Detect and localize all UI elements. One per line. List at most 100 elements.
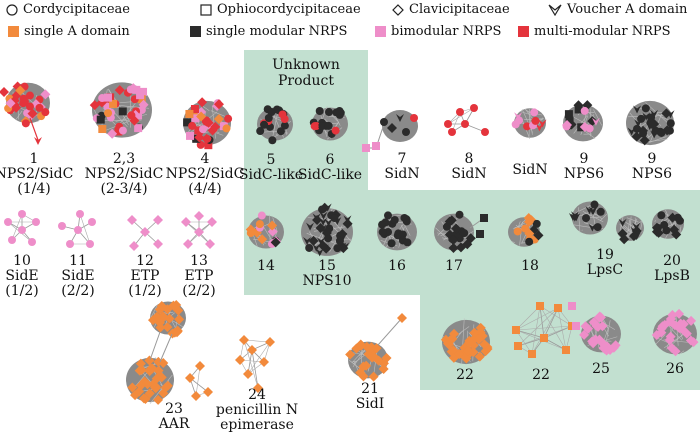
node-arrowhead [306, 222, 315, 231]
caption-c5: 5 SidC-like [239, 153, 303, 183]
cluster-name: NPS6 [563, 166, 605, 182]
node-arrowhead [618, 218, 627, 227]
node-arrowhead [319, 211, 328, 220]
cluster-sub: (1/2) [5, 283, 39, 299]
node-circle [25, 102, 34, 111]
node-square [132, 85, 141, 94]
node-diamond [671, 229, 682, 240]
cluster-edge [600, 213, 608, 222]
node-circle [378, 220, 387, 229]
node-diamond [473, 334, 484, 345]
node-diamond [451, 223, 462, 234]
node-diamond [449, 328, 460, 339]
node-diamond [138, 393, 149, 404]
node-diamond [168, 300, 179, 311]
node-diamond [368, 371, 379, 382]
node-diamond [579, 329, 590, 340]
node-circle [637, 114, 646, 123]
node-arrowhead [34, 137, 42, 145]
caption-sidn: SidN [512, 163, 547, 178]
node-diamond [463, 345, 474, 356]
node-circle [333, 244, 342, 253]
cluster-name: LpsC [586, 262, 624, 278]
legend-item-voucher-a-domain: Voucher A domain [548, 2, 687, 17]
node-circle [532, 219, 541, 228]
cluster-sub: (1/4) [17, 181, 51, 197]
node-diamond [594, 312, 605, 323]
node-square [514, 342, 522, 350]
diamond-outline-icon [392, 3, 404, 16]
color-swatch [518, 26, 529, 37]
node-arrowhead [396, 114, 404, 122]
node-diamond [11, 102, 22, 113]
node-square [568, 302, 576, 310]
node-diamond [628, 231, 639, 242]
node-circle [324, 234, 333, 243]
cluster-name: NPS10 [302, 273, 352, 289]
caption-c22a: 22 [456, 368, 474, 383]
cluster-name: SidN [384, 166, 420, 182]
cluster-sub: (2/2) [61, 283, 95, 299]
node-diamond [194, 211, 204, 221]
node-diamond [685, 335, 696, 346]
node-diamond [598, 339, 609, 350]
legend-item-clavicipitaceae: Clavicipitaceae [392, 2, 510, 17]
caption-c17: 17 [445, 259, 463, 274]
node-diamond [15, 85, 26, 96]
cluster-number: 2,3 [112, 151, 136, 167]
node-diamond [213, 99, 224, 110]
cluster-edge [581, 229, 583, 231]
legend-label: Ophiocordycipitaceae [217, 2, 361, 17]
node-diamond [363, 349, 374, 360]
node-diamond [140, 227, 150, 237]
node-circle [324, 108, 333, 117]
node-square [362, 144, 370, 152]
node-diamond [267, 220, 278, 231]
node-diamond [5, 98, 16, 109]
edge [159, 333, 173, 363]
node-circle [525, 237, 534, 246]
caption-c19: 19 LpsC [587, 248, 623, 278]
node-diamond [253, 383, 263, 393]
node-circle [596, 207, 605, 216]
cluster-number: 8 [464, 151, 474, 167]
node-arrowhead [324, 218, 333, 227]
caption-c7: 7 SidN [384, 152, 419, 182]
cluster-number: 26 [666, 361, 684, 377]
node-diamond [479, 339, 490, 350]
node-diamond [191, 391, 201, 401]
cluster-edge [648, 136, 667, 143]
node-diamond [144, 355, 155, 366]
node-square [190, 105, 199, 114]
node-circle [18, 226, 26, 234]
caption-c13: 13 ETP (2/2) [182, 254, 215, 299]
edge [29, 117, 39, 141]
edge [531, 307, 559, 355]
node-circle [403, 238, 412, 247]
edge [515, 329, 545, 339]
node-diamond [205, 239, 215, 249]
node-diamond [345, 349, 356, 360]
cluster-edge [605, 320, 611, 343]
node-square [103, 93, 112, 102]
node-arrowhead [319, 217, 328, 226]
node-diamond [665, 316, 676, 327]
node-circle [673, 213, 682, 222]
node-diamond [358, 371, 369, 382]
node-diamond [259, 357, 269, 367]
node-arrowhead [632, 222, 641, 231]
node-circle [384, 211, 393, 220]
node-diamond [265, 337, 275, 347]
cluster-number: 25 [592, 361, 610, 377]
node-diamond [371, 343, 382, 354]
node-square [185, 109, 194, 118]
node-diamond [448, 242, 459, 253]
node-diamond [454, 348, 465, 359]
node-circle [118, 126, 127, 135]
circle-outline-icon [6, 3, 18, 16]
caption-c4: 4 NPS2/SidC (4/4) [166, 152, 245, 197]
node-diamond [148, 315, 159, 326]
color-swatch [375, 26, 386, 37]
caption-c10: 10 SidE (1/2) [5, 254, 38, 299]
